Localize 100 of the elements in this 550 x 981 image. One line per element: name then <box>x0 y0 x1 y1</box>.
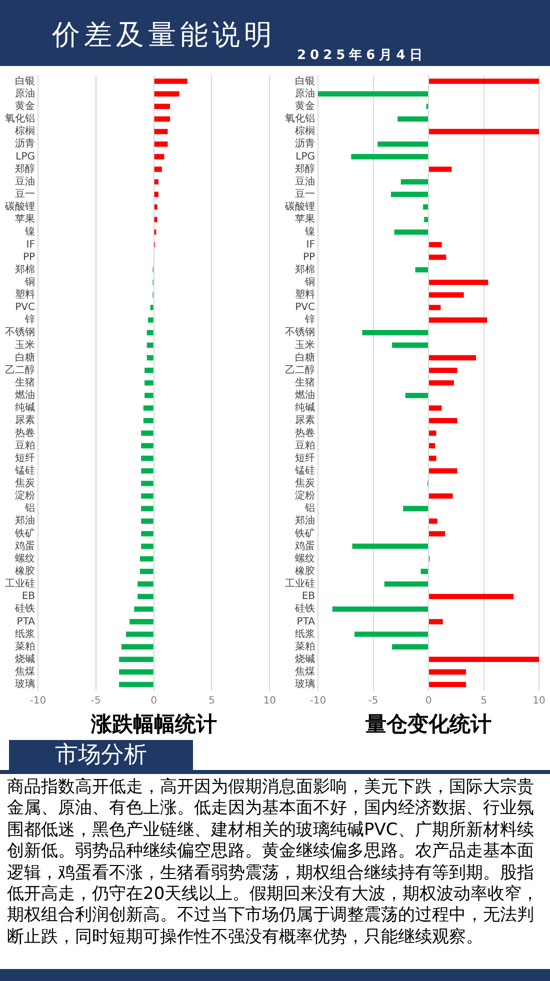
y-tick-label: 豆一 <box>295 188 315 200</box>
bar <box>332 606 428 612</box>
y-tick-label: 玉米 <box>295 338 315 351</box>
bar <box>141 531 154 536</box>
bar <box>429 128 539 134</box>
y-tick-label: 螺纹 <box>15 552 35 564</box>
y-tick-label: 玻璃 <box>295 678 315 690</box>
bar <box>429 656 539 662</box>
y-tick-label: PTA <box>296 616 316 628</box>
y-tick-label: 郑油 <box>15 514 35 527</box>
y-tick-label: 不锈钢 <box>285 327 315 338</box>
bar <box>429 619 443 624</box>
bar <box>138 594 154 600</box>
bar <box>405 392 428 398</box>
y-tick-label: 玻璃 <box>15 678 35 690</box>
y-tick-label: 焦炭 <box>15 477 35 490</box>
y-tick-label: PTA <box>16 616 36 628</box>
y-tick-label: 氧化铝 <box>5 112 35 125</box>
y-tick-label: 苹果 <box>295 213 315 226</box>
bar <box>119 682 154 688</box>
x-tick-label: -5 <box>368 695 378 706</box>
y-tick-label: IF <box>306 239 316 250</box>
y-tick-label: EB <box>22 591 36 602</box>
y-tick-label: LPG <box>296 151 315 162</box>
y-tick-label: 生猪 <box>15 376 35 388</box>
y-tick-label: 燃油 <box>295 389 315 402</box>
y-tick-label: 黄金 <box>15 100 35 112</box>
y-tick-label: 原油 <box>15 87 35 100</box>
y-tick-label: 沥青 <box>15 138 35 150</box>
y-tick-label: 郑棉 <box>295 263 315 276</box>
bar <box>154 166 162 172</box>
y-tick-label: 镍 <box>304 226 315 238</box>
bar <box>429 669 466 675</box>
bar <box>429 280 488 285</box>
bar <box>424 216 428 222</box>
y-tick-label: 沥青 <box>295 138 315 150</box>
x-axis-title: 量仓变化统计 <box>364 710 492 736</box>
y-tick-label: 铝 <box>24 503 35 514</box>
y-tick-label: 棕榈 <box>295 125 315 138</box>
y-tick-label: 锰硅 <box>294 464 315 476</box>
bar <box>141 518 154 524</box>
y-tick-label: 豆粕 <box>295 440 315 452</box>
y-tick-label: 郑棉 <box>15 263 35 276</box>
bar <box>429 682 466 688</box>
y-tick-label: 短纤 <box>295 452 315 464</box>
y-tick-label: 焦炭 <box>295 477 315 490</box>
bar <box>143 418 154 424</box>
bar <box>429 430 436 436</box>
y-tick-label: PVC <box>15 302 36 314</box>
y-tick-label: 热卷 <box>15 426 35 439</box>
bar <box>362 330 428 336</box>
bar <box>429 443 436 448</box>
bar <box>429 418 458 424</box>
bar <box>351 154 428 160</box>
bar <box>429 531 446 536</box>
y-tick-label: 玉米 <box>15 338 35 351</box>
y-tick-label: IF <box>26 239 36 250</box>
y-tick-label: 工业硅 <box>5 578 35 590</box>
bar <box>154 104 170 110</box>
y-tick-label: 菜粕 <box>295 640 315 652</box>
y-tick-label: 氧化铝 <box>285 112 315 125</box>
y-tick-label: 燃油 <box>15 389 35 402</box>
y-tick-label: 尿素 <box>15 414 35 426</box>
x-tick-label: 10 <box>263 695 276 706</box>
y-tick-label: 淀粉 <box>15 490 35 502</box>
y-tick-label: 白糖 <box>15 351 35 364</box>
y-tick-label: 郑醇 <box>295 162 315 175</box>
x-axis-title: 涨跌幅幅统计 <box>90 710 217 736</box>
bar <box>429 468 458 474</box>
y-tick-label: 焦煤 <box>295 666 315 678</box>
y-tick-label: 碳酸锂 <box>284 200 315 213</box>
y-tick-label: 鸡蛋 <box>14 540 35 552</box>
y-tick-label: 塑料 <box>295 288 315 301</box>
bar <box>154 116 170 122</box>
y-tick-label: 塑料 <box>15 288 35 301</box>
bar <box>429 317 488 323</box>
bar <box>429 254 446 260</box>
bar <box>146 355 154 360</box>
y-tick-label: 白银 <box>15 74 35 87</box>
bar <box>429 166 452 172</box>
y-tick-label: 尿素 <box>295 414 315 426</box>
y-tick-label: 豆油 <box>15 175 35 188</box>
text: 价差及量能说明 <box>52 17 276 53</box>
y-tick-label: 郑油 <box>295 514 315 527</box>
bar <box>141 443 154 448</box>
bar <box>154 204 158 210</box>
y-tick-label: 乙二醇 <box>5 364 35 376</box>
bar <box>429 493 453 499</box>
y-tick-label: 焦煤 <box>15 666 35 678</box>
bar <box>119 669 154 675</box>
bar <box>403 506 428 512</box>
bar <box>154 216 158 222</box>
bar <box>154 179 158 184</box>
y-tick-label: 锌 <box>304 314 315 326</box>
bar <box>148 317 154 323</box>
bar <box>392 644 428 650</box>
y-tick-label: 原油 <box>295 87 315 100</box>
bar <box>143 405 154 411</box>
y-tick-label: 生猪 <box>295 376 315 388</box>
bar <box>144 368 154 373</box>
